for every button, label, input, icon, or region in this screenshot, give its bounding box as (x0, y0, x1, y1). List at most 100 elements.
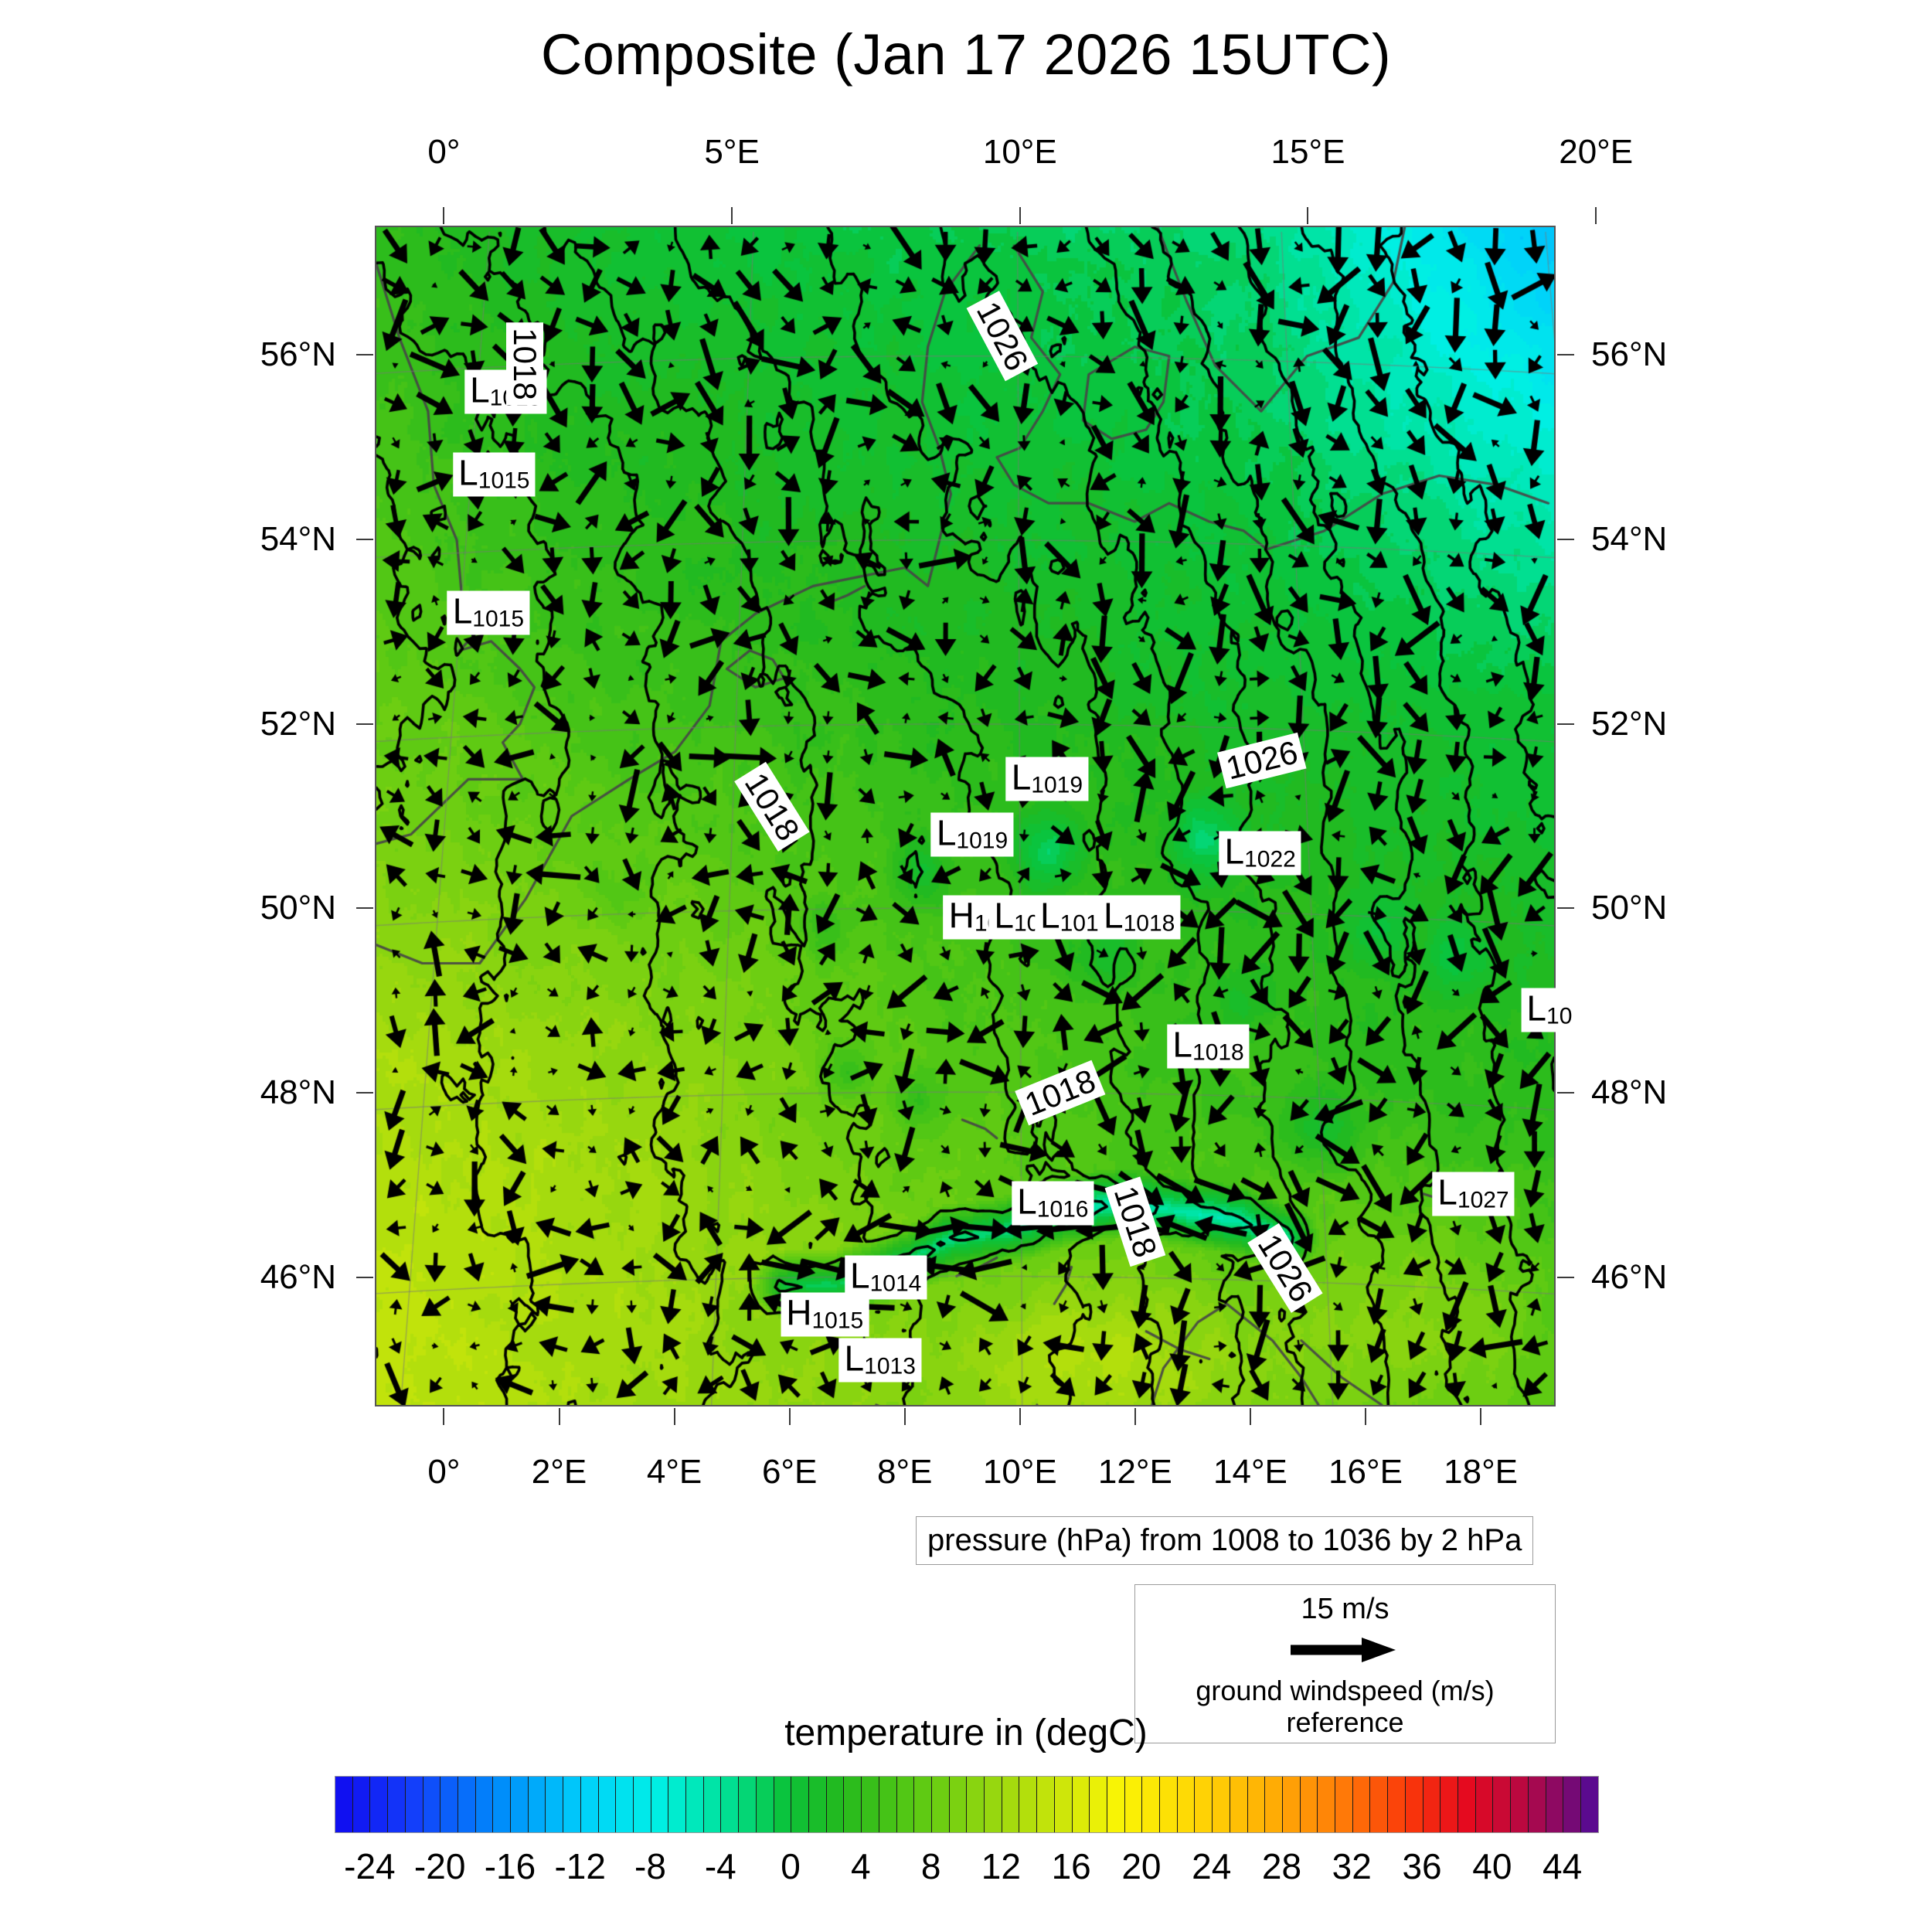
wind-magnitude-label: 15 m/s (1301, 1593, 1389, 1625)
pressure-marker-type: L (452, 590, 473, 631)
colorbar-cell (1318, 1777, 1336, 1832)
colorbar-cell (616, 1777, 634, 1832)
colorbar-cell (1037, 1777, 1055, 1832)
pressure-marker-type: L (844, 1338, 865, 1379)
pressure-marker-value: 1027 (1457, 1187, 1509, 1213)
pressure-marker-value: 10 (1546, 1003, 1573, 1029)
axis-label-right: 48°N (1591, 1073, 1668, 1112)
axis-label-left: 50°N (260, 889, 336, 927)
colorbar-cell (528, 1777, 546, 1832)
temperature-colorbar[interactable] (335, 1776, 1599, 1833)
colorbar-cell (791, 1777, 809, 1832)
axis-tick-right (1557, 907, 1574, 910)
colorbar-cell (580, 1777, 599, 1832)
colorbar-cell (1019, 1777, 1038, 1832)
axis-label-bottom: 12°E (1097, 1453, 1172, 1491)
pressure-marker-type: L (1017, 1181, 1037, 1222)
colorbar-tick: -8 (634, 1846, 666, 1886)
colorbar-cell (721, 1777, 740, 1832)
axis-label-top: 20°E (1559, 133, 1634, 171)
colorbar-cell (1440, 1777, 1458, 1832)
colorbar-cell (1580, 1777, 1598, 1832)
low-pressure-marker: L1015 (453, 452, 536, 497)
axis-tick-bottom (558, 1408, 560, 1425)
axis-tick-left (356, 538, 373, 540)
colorbar-tick-labels: -24 -20 -16 -12 -8 -4 0 4 8 12 16 20 24 28 32 36 40 44 (335, 1845, 1597, 1892)
colorbar-cell (1563, 1777, 1581, 1832)
low-pressure-marker: L1015 (447, 590, 530, 635)
colorbar-cell (1230, 1777, 1248, 1832)
axis-tick-right (1557, 538, 1574, 540)
wind-reference-legend: 15 m/s ground windspeed (m/s) reference (1134, 1584, 1556, 1744)
colorbar-cell (967, 1777, 985, 1832)
colorbar-cell (1352, 1777, 1371, 1832)
colorbar-cell (949, 1777, 968, 1832)
colorbar-cell (1423, 1777, 1441, 1832)
pressure-marker-value: 1015 (811, 1308, 864, 1334)
colorbar-cell (335, 1777, 353, 1832)
axis-tick-right (1557, 1092, 1574, 1094)
wind-reference-caption: ground windspeed (m/s) reference (1196, 1674, 1495, 1739)
colorbar-cell (1142, 1777, 1161, 1832)
colorbar-tick: -12 (554, 1846, 606, 1886)
axis-tick-bottom (1249, 1408, 1251, 1425)
colorbar-cell (1300, 1777, 1318, 1832)
axis-label-right: 56°N (1591, 335, 1668, 374)
axis-label-bottom: 6°E (761, 1453, 818, 1491)
colorbar-cell (563, 1777, 581, 1832)
colorbar-tick: 40 (1472, 1846, 1512, 1886)
axis-label-bottom: 4°E (646, 1453, 702, 1491)
axis-tick-bottom (673, 1408, 675, 1425)
colorbar-cell (633, 1777, 651, 1832)
pressure-marker-value: 1019 (956, 828, 1009, 854)
low-pressure-marker: L1016 (1012, 1181, 1094, 1226)
colorbar-cell (844, 1777, 862, 1832)
pressure-marker-type: L (850, 1255, 870, 1296)
axis-label-top: 10°E (982, 133, 1057, 171)
pressure-marker-type: L (470, 369, 490, 410)
pressure-marker-type: L (1039, 895, 1060, 936)
axis-label-left: 46°N (260, 1257, 336, 1296)
axis-tick-bottom (1019, 1408, 1021, 1425)
pressure-marker-value: 1016 (1036, 1196, 1089, 1223)
colorbar-tick: -20 (413, 1846, 466, 1886)
low-pressure-marker: L1019 (1005, 757, 1089, 801)
colorbar-cell (914, 1777, 932, 1832)
colorbar-cell (1195, 1777, 1213, 1832)
axis-tick-right (1557, 1276, 1574, 1278)
colorbar-cell (352, 1777, 371, 1832)
axis-tick-top (1595, 207, 1597, 224)
low-pressure-marker: L1019 (930, 812, 1014, 857)
colorbar-cell (1546, 1777, 1564, 1832)
axis-tick-left (356, 354, 373, 356)
colorbar-tick: 28 (1261, 1846, 1302, 1886)
colorbar-tick: 4 (851, 1846, 871, 1886)
axis-tick-right (1557, 354, 1574, 356)
pressure-marker-type: L (994, 895, 1014, 936)
axis-tick-top (1307, 207, 1309, 224)
pressure-marker-type: H (786, 1292, 812, 1333)
axis-label-left: 48°N (260, 1073, 336, 1112)
high-pressure-marker: H1015 (781, 1292, 869, 1337)
pressure-marker-value: 1018 (1192, 1039, 1244, 1066)
pressure-marker-value: 1022 (1244, 846, 1296, 872)
page-title: Composite (Jan 17 2026 15UTC) (540, 22, 1392, 87)
colorbar-cell (1335, 1777, 1353, 1832)
colorbar-cell (1405, 1777, 1423, 1832)
colorbar-cell (546, 1777, 564, 1832)
low-pressure-marker: L10 (1521, 988, 1578, 1032)
colorbar-cell (739, 1777, 757, 1832)
axis-label-bottom: 10°E (982, 1453, 1057, 1491)
pressure-marker-type: L (1103, 895, 1124, 936)
colorbar-cell (1213, 1777, 1230, 1832)
axis-tick-bottom (1480, 1408, 1482, 1425)
axis-label-right: 54°N (1591, 519, 1668, 558)
axis-tick-left (356, 1092, 373, 1094)
low-pressure-marker: L1018 (1167, 1024, 1250, 1069)
colorbar-cell (1370, 1777, 1389, 1832)
colorbar-tick: 32 (1332, 1846, 1372, 1886)
colorbar-cell (370, 1777, 389, 1832)
axis-label-top: 5°E (704, 133, 760, 171)
axis-label-right: 46°N (1591, 1257, 1668, 1296)
axis-label-bottom: 2°E (531, 1453, 587, 1491)
